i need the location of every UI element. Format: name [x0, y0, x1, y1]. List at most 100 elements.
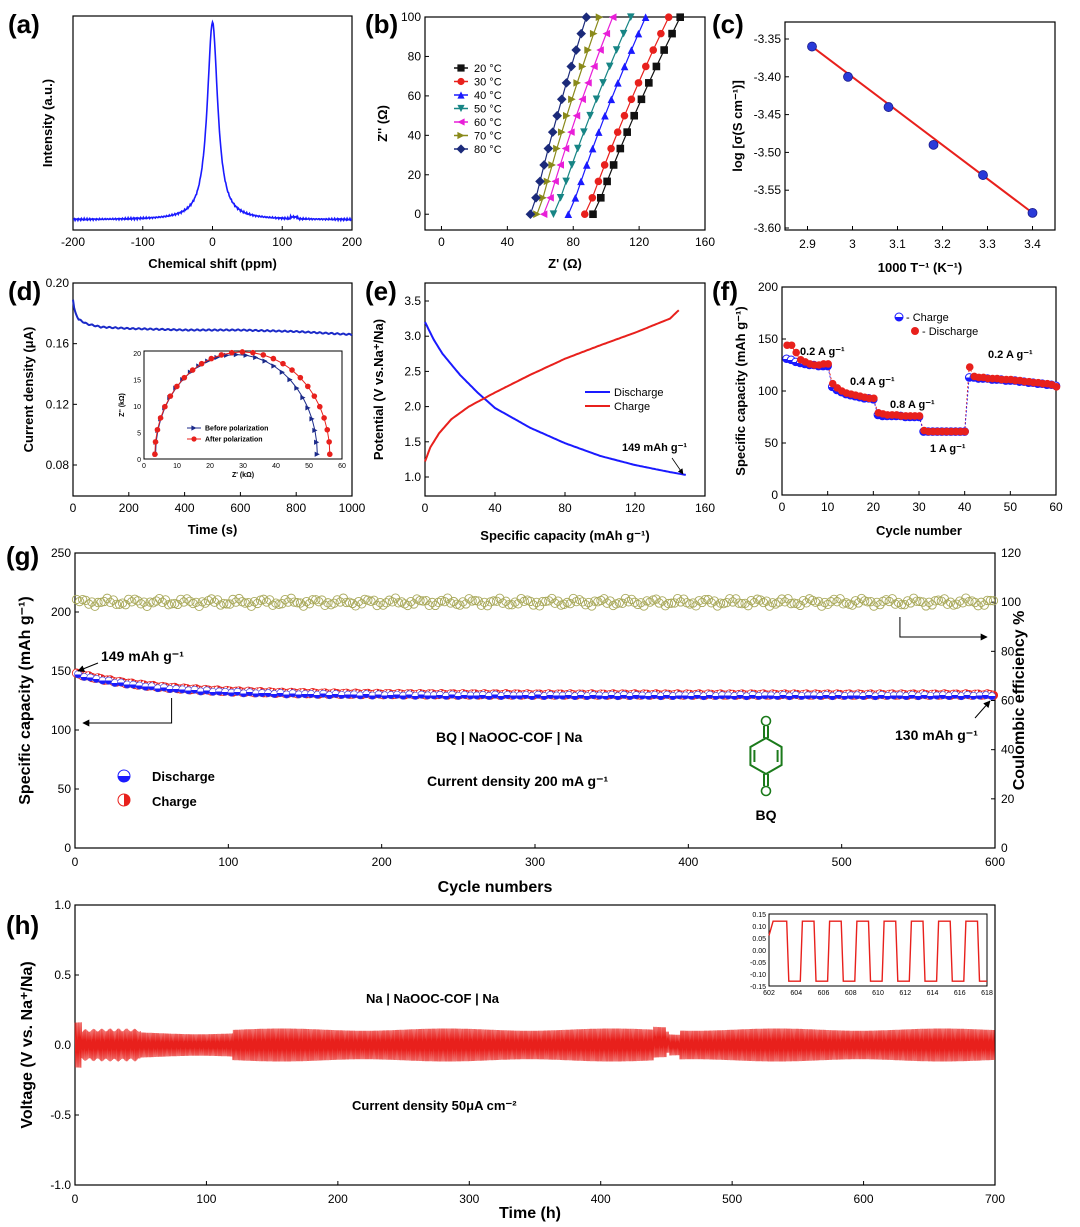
ce-point — [111, 599, 122, 610]
ce-point — [274, 599, 284, 609]
c-ytick-label: -3.40 — [754, 70, 782, 84]
ce-point — [577, 597, 588, 607]
d-xtick-label: 0 — [70, 501, 77, 515]
ce-point — [262, 597, 272, 607]
ce-point — [219, 598, 229, 609]
nyquist-point — [562, 177, 570, 186]
ce-point — [439, 596, 450, 607]
nyquist-point — [546, 194, 554, 202]
ce-point — [507, 600, 517, 610]
ce-point — [317, 595, 327, 605]
nyquist-point — [599, 79, 607, 87]
ce-point — [734, 598, 744, 608]
g-y2tick-label: 100 — [1001, 595, 1021, 609]
c-xtick-label: 3.4 — [1024, 237, 1041, 251]
a-xtick-label: -200 — [61, 235, 85, 249]
legend-marker — [457, 64, 465, 72]
ce-point — [884, 596, 894, 607]
semicircle-point — [326, 451, 333, 458]
legend-label: Discharge — [614, 387, 664, 399]
e-ytick-label: 1.0 — [404, 470, 421, 484]
ce-point — [568, 593, 578, 604]
inset-xtick-label: 20 — [206, 463, 214, 470]
inset-xtick-label: 616 — [954, 990, 966, 997]
ce-point — [258, 594, 269, 604]
ce-point — [74, 596, 85, 607]
e-ytick-label: 3.0 — [404, 329, 421, 343]
ce-point — [182, 594, 192, 604]
semicircle-point — [152, 439, 159, 445]
nyquist-point — [596, 194, 605, 202]
ce-point — [872, 597, 882, 608]
nyquist-point — [637, 95, 646, 104]
b-ytick-label: 100 — [401, 10, 421, 24]
c-xtick-label: 3 — [849, 237, 856, 251]
f-xtick-label: 50 — [1004, 500, 1018, 514]
chart-c: 2.9 3 3.1 3.2 3.3 3.4 -3.35 -3.40 -3.45 -3.50 -3.5… — [730, 21, 1056, 275]
panel-label-h: (h) — [6, 910, 39, 940]
semicircle-point — [154, 426, 161, 433]
h-xtick-label: 500 — [722, 1192, 742, 1206]
nyquist-point — [600, 161, 609, 169]
semicircle-point — [324, 426, 331, 433]
ce-point — [694, 596, 704, 606]
ce-point — [826, 597, 836, 607]
inset-xtick-label: 606 — [818, 990, 830, 997]
e-xtick-label: 40 — [488, 501, 502, 515]
nyquist-point — [578, 62, 587, 71]
nyquist-point — [547, 127, 558, 137]
rate-label: 0.2 A g⁻¹ — [800, 346, 845, 358]
ce-point — [173, 599, 183, 610]
b-xtick-label: 120 — [629, 235, 649, 249]
nyquist-point — [641, 62, 650, 71]
ce-point — [912, 596, 922, 606]
ce-point — [942, 599, 953, 609]
c-ytick-label: -3.35 — [754, 32, 782, 46]
c-ytick-label: -3.45 — [754, 108, 782, 122]
nyquist-point — [582, 161, 591, 169]
nyquist-point — [563, 111, 571, 120]
nyquist-point — [608, 13, 617, 21]
legend-label: 60 °C — [474, 117, 502, 129]
legend-label: Charge — [614, 401, 650, 413]
ce-point — [798, 595, 808, 606]
legend-label: 40 °C — [474, 90, 502, 102]
ce-point — [663, 598, 674, 609]
ce-point — [105, 597, 115, 608]
rate-label: 0.8 A g⁻¹ — [890, 399, 935, 411]
nyquist-point — [539, 160, 549, 170]
f-x-axis-title: Cycle number — [876, 523, 962, 538]
nyquist-point — [552, 110, 562, 121]
inset-ytick-label: 20 — [133, 351, 141, 358]
capacity-line — [424, 321, 686, 476]
ce-point — [185, 596, 195, 606]
nyquist-point — [568, 161, 576, 169]
ce-point — [623, 597, 634, 607]
ce-point — [715, 598, 726, 608]
g-y2tick-label: 80 — [1001, 644, 1015, 658]
a-xtick-label: 0 — [209, 235, 216, 249]
ce-point — [764, 601, 775, 611]
semicircle-point — [152, 451, 158, 458]
ce-point — [157, 597, 168, 607]
ce-point — [268, 600, 278, 610]
ce-point — [430, 600, 440, 611]
f-xtick-label: 0 — [779, 500, 786, 514]
panel-label-d: (d) — [8, 276, 41, 306]
f-ytick-label: 50 — [765, 436, 779, 450]
semicircle-point — [280, 360, 286, 367]
legend-marker — [117, 793, 131, 807]
inset-xtick-label: 40 — [272, 463, 280, 470]
g-y2tick-label: 40 — [1001, 743, 1015, 757]
chart-h: 0 100 200 300 400 500 600 700 -1.0 -0.5 0.0 0.5 1.0 T… — [19, 898, 1005, 1222]
semicircle-point — [253, 354, 259, 361]
nyquist-point — [577, 177, 585, 186]
bq-ring — [749, 736, 783, 776]
c-xtick-label: 2.9 — [799, 237, 816, 251]
ce-point — [777, 594, 787, 604]
nyquist-point — [556, 161, 565, 169]
ce-point — [292, 598, 302, 608]
panel-label-f: (f) — [712, 276, 738, 306]
g-ytick-label: 0 — [64, 841, 71, 855]
inset-ytick-label: 0.00 — [752, 948, 766, 955]
